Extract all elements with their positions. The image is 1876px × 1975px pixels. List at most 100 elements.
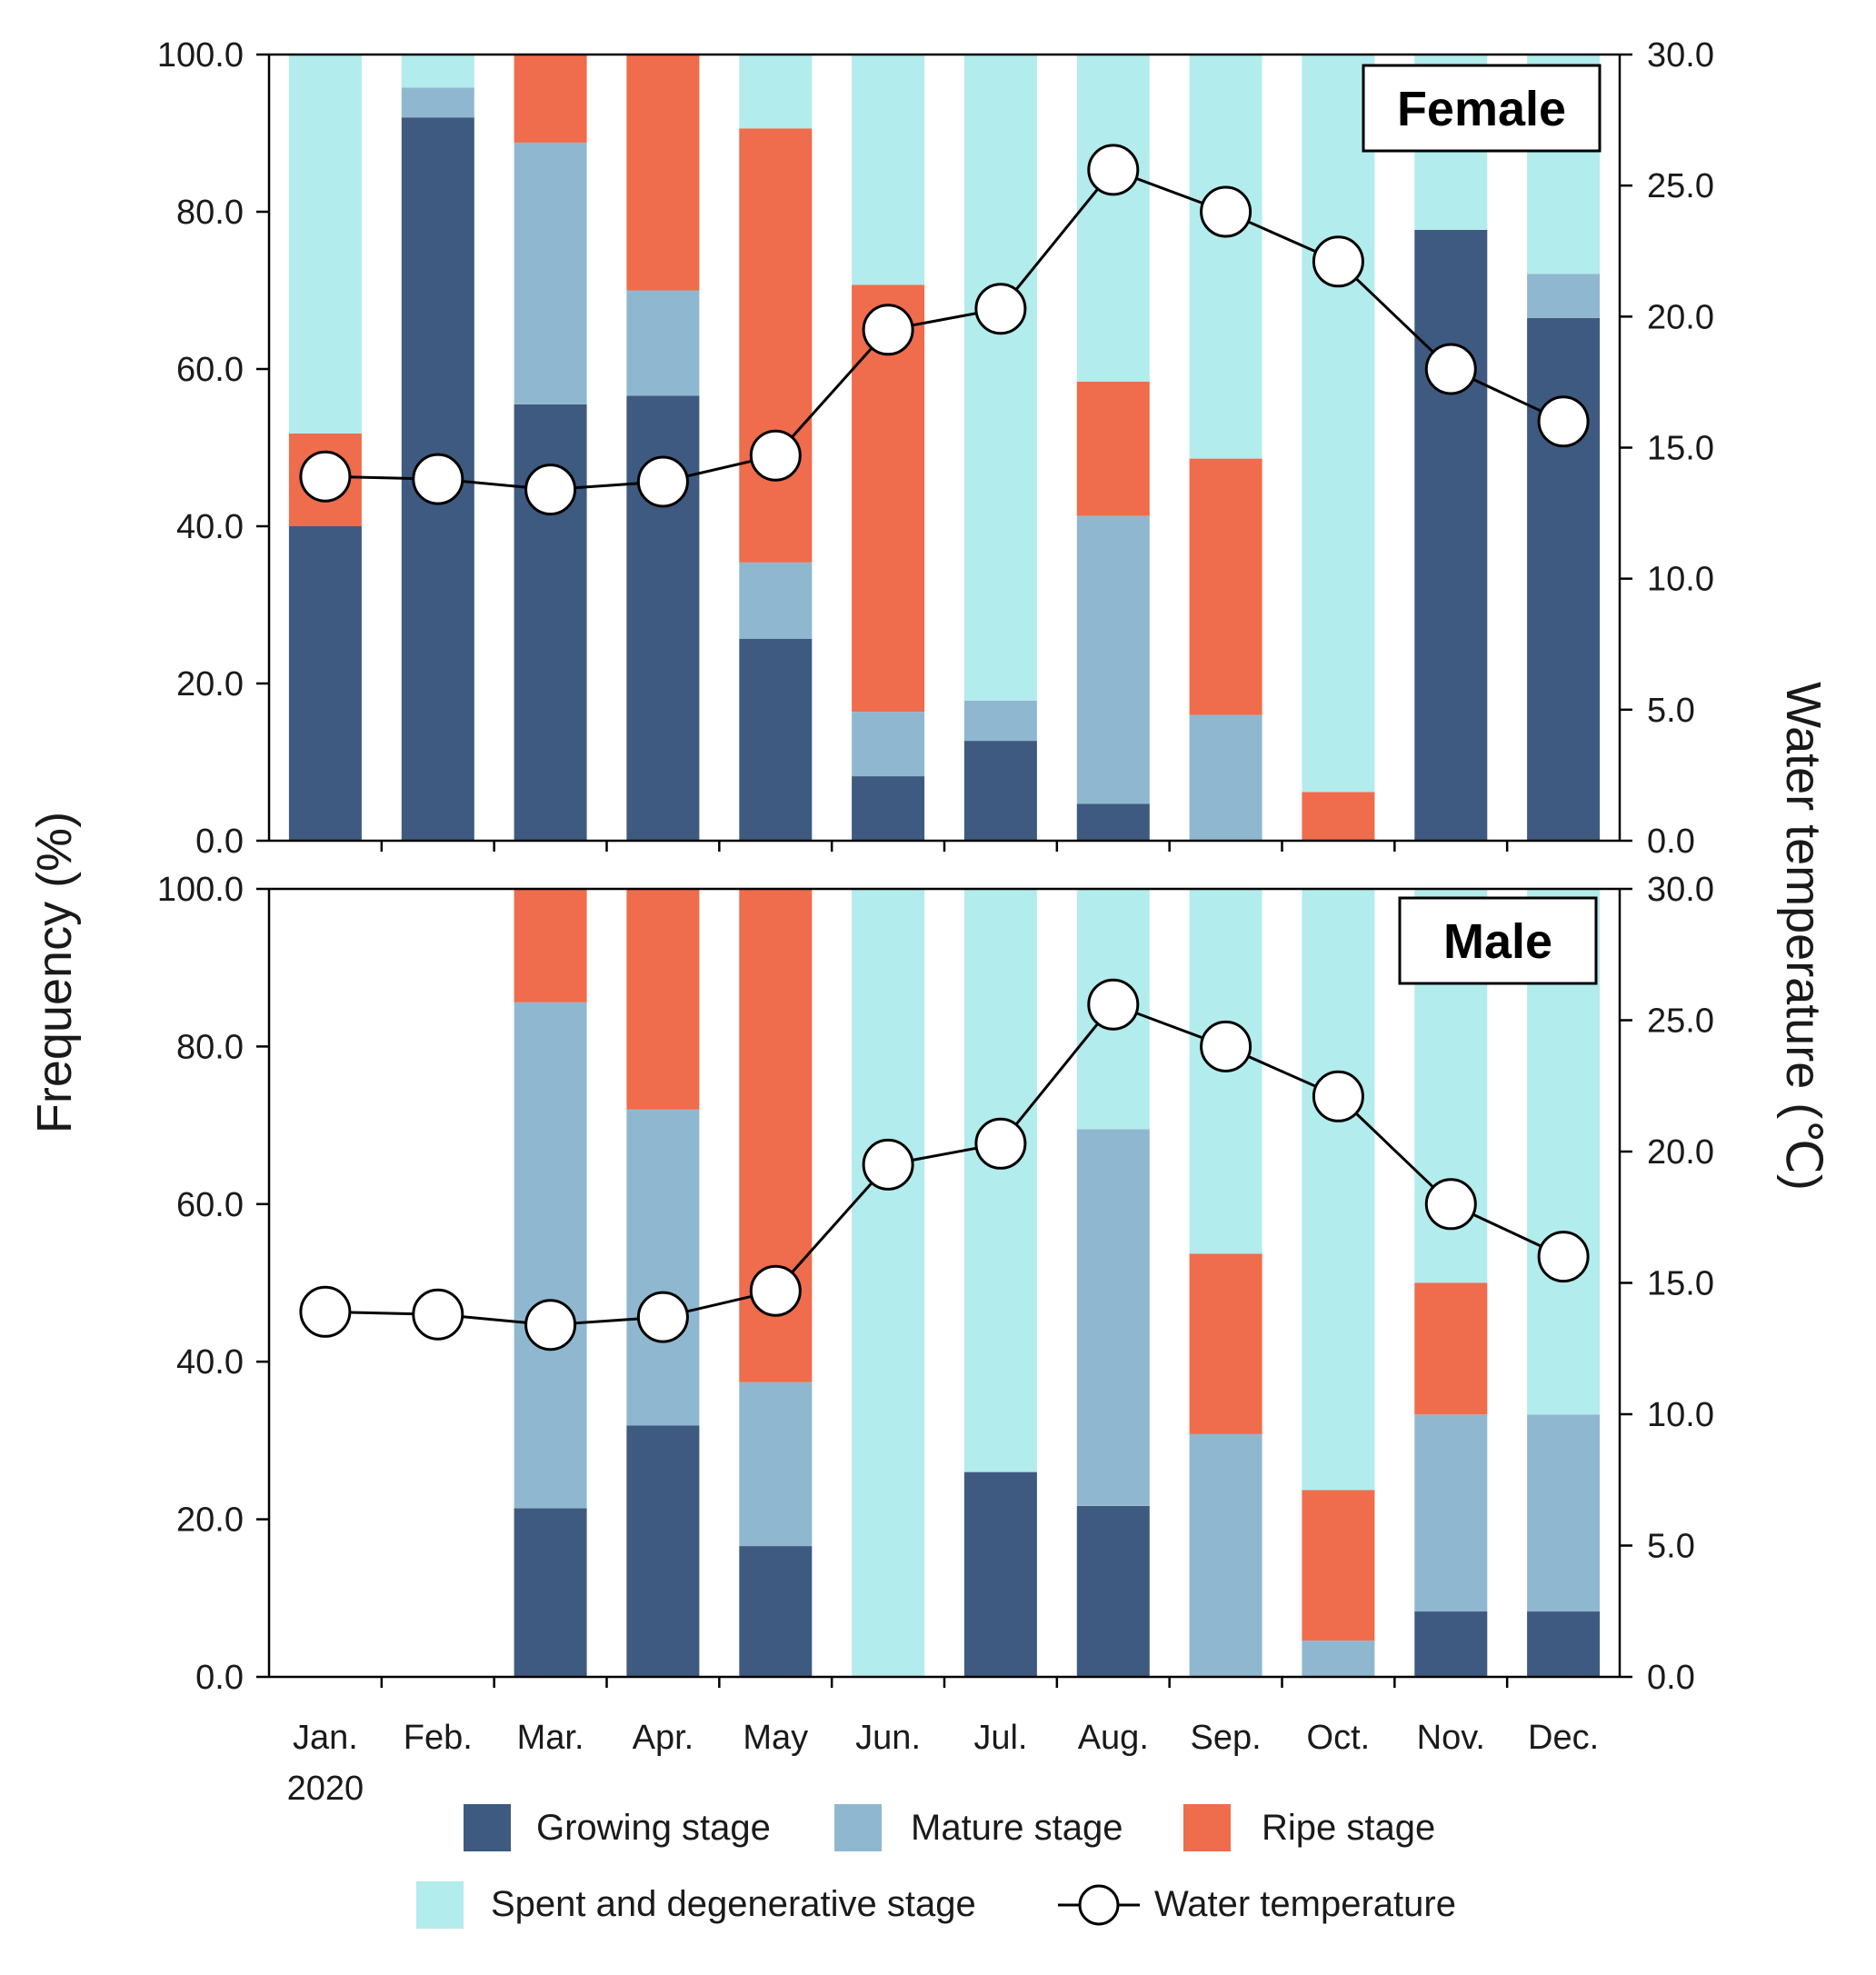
male-bar-spent-and-degenerative-stage-jul [963, 889, 1037, 1472]
female-label: Female [1397, 82, 1566, 136]
x-tick-label-dec: Dec. [1528, 1719, 1599, 1757]
female-water-temperature-point-aug [1087, 144, 1140, 196]
female-bar-mature-stage-sep [1189, 714, 1262, 841]
female-bar-spent-and-degenerative-stage-sep [1189, 55, 1262, 459]
female-water-temperature-point-oct [1312, 235, 1364, 288]
female-right-tick-label: 5.0 [1647, 692, 1695, 730]
female-left-tick-label: 0.0 [195, 823, 244, 861]
male-bar-mature-stage-sep [1189, 1434, 1262, 1677]
male-label-box [1398, 896, 1598, 985]
male-bar-ripe-stage-nov [1414, 1282, 1488, 1415]
male-bar-mature-stage-apr [626, 1109, 700, 1426]
female-right-tick-label: 30.0 [1647, 36, 1714, 75]
female-water-temperature-point-nov [1424, 343, 1477, 395]
female-bar-mature-stage-apr [626, 290, 700, 396]
female-water-temperature-point-sep [1200, 185, 1252, 238]
female-water-temperature-point-dec [1537, 395, 1590, 448]
male-water-temperature-point-jun [862, 1138, 914, 1191]
female-right-tick-label: 15.0 [1647, 430, 1714, 468]
male-bar-ripe-stage-sep [1189, 1253, 1262, 1434]
male-right-tick-label: 0.0 [1647, 1659, 1695, 1697]
female-bar-spent-and-degenerative-stage-oct [1302, 55, 1375, 793]
male-left-tick-label: 0.0 [195, 1659, 244, 1697]
x-tick-label-apr: Apr. [633, 1719, 694, 1757]
male-bar-ripe-stage-apr [626, 889, 700, 1110]
female-left-tick-label: 80.0 [176, 194, 244, 232]
legend-label-mature: Mature stage [911, 1808, 1123, 1848]
female-water-temperature-point-jul [974, 283, 1027, 335]
male-bar-ripe-stage-oct [1302, 1490, 1375, 1641]
male-water-temperature-point-sep [1200, 1020, 1252, 1072]
female-water-temperature-point-may [749, 429, 802, 482]
female-water-temperature-point-apr [636, 455, 689, 508]
female-bar-mature-stage-mar [514, 142, 587, 404]
legend-label-growing: Growing stage [536, 1808, 771, 1848]
female-bar-spent-and-degenerative-stage-jun [852, 55, 925, 285]
legend-label-spent: Spent and degenerative stage [491, 1884, 976, 1924]
female-bar-mature-stage-jul [963, 701, 1037, 742]
x-tick-label-sep: Sep. [1191, 1719, 1262, 1757]
male-bar-spent-and-degenerative-stage-jun [852, 889, 925, 1677]
female-right-tick-label: 0.0 [1647, 823, 1695, 861]
male-right-tick-label: 25.0 [1647, 1002, 1714, 1041]
male-bar-mature-stage-mar [514, 1002, 587, 1509]
female-bar-mature-stage-dec [1527, 274, 1601, 318]
legend-swatch-spent [416, 1881, 464, 1929]
male-water-temperature-point-jul [974, 1117, 1027, 1170]
male-bar-growing-stage-apr [626, 1425, 700, 1677]
male-right-tick-label: 10.0 [1647, 1396, 1714, 1434]
male-right-tick-label: 30.0 [1647, 871, 1714, 909]
male-water-temperature-point-may [749, 1264, 802, 1317]
female-water-temperature-point-feb [412, 453, 464, 505]
male-bar-growing-stage-dec [1527, 1611, 1601, 1677]
x-tick-label-jan: Jan. [293, 1719, 358, 1757]
female-water-temperature-point-jan [299, 450, 352, 503]
female-bar-growing-stage-nov [1414, 229, 1488, 841]
male-left-tick-label: 80.0 [176, 1028, 244, 1066]
legend-swatch-mature [834, 1804, 882, 1851]
male-water-temperature-point-jan [299, 1285, 352, 1338]
male-bar-mature-stage-nov [1414, 1414, 1488, 1612]
female-left-tick-label: 100.0 [157, 36, 244, 75]
female-bar-mature-stage-jun [852, 712, 925, 776]
female-bar-ripe-stage-oct [1302, 792, 1375, 841]
female-water-temperature-point-jun [862, 304, 914, 356]
x-axis-labels: Jan. Feb. Mar. Apr. May Jun. Jul. Aug. Sep. Oct. N… [293, 1719, 1599, 1757]
x-tick-label-oct: Oct. [1307, 1719, 1371, 1757]
male-left-tick-label: 20.0 [176, 1501, 244, 1540]
female-bar-growing-stage-may [739, 638, 813, 841]
male-bar-ripe-stage-mar [514, 889, 587, 1002]
male-bar-mature-stage-may [739, 1382, 813, 1546]
male-water-temperature-point-mar [524, 1299, 577, 1352]
female-bar-ripe-stage-aug [1076, 381, 1150, 516]
female-bar-growing-stage-jul [963, 741, 1037, 841]
male-water-temperature-point-feb [412, 1288, 464, 1341]
female-bar-ripe-stage-apr [626, 55, 700, 291]
male-left-tick-label: 40.0 [176, 1343, 244, 1382]
x-tick-label-jul: Jul. [973, 1719, 1027, 1757]
female-right-tick-label: 20.0 [1647, 298, 1714, 336]
male-bar-growing-stage-mar [514, 1508, 587, 1677]
x-tick-label-aug: Aug. [1078, 1719, 1149, 1757]
female-left-tick-label: 40.0 [176, 508, 244, 546]
male-bar-spent-and-degenerative-stage-oct [1302, 889, 1375, 1491]
y-axis-title-right: Water temperature (℃) [1776, 682, 1831, 1191]
legend-swatch-growing [464, 1804, 511, 1851]
x-tick-label-nov: Nov. [1417, 1719, 1485, 1757]
legend: Growing stage Mature stage Ripe stage Sp… [416, 1804, 1456, 1929]
male-water-temperature-point-nov [1424, 1178, 1477, 1231]
y-axis-title-left: Frequency (%) [27, 812, 82, 1133]
x-tick-label-jun: Jun. [855, 1719, 921, 1757]
female-bar-mature-stage-aug [1076, 515, 1150, 804]
male-water-temperature-point-dec [1537, 1231, 1590, 1283]
female-panel: 0.0 20.0 40.0 60.0 80.0 100.0 0.0 5.0 10.0 15.0 20… [157, 36, 1714, 861]
female-bar-spent-and-degenerative-stage-jul [963, 55, 1037, 701]
male-bar-growing-stage-may [739, 1546, 813, 1677]
male-bar-growing-stage-nov [1414, 1611, 1488, 1677]
male-right-tick-label: 15.0 [1647, 1265, 1714, 1303]
legend-label-water-temp: Water temperature [1154, 1884, 1456, 1924]
female-bar-mature-stage-feb [401, 87, 474, 118]
male-water-temperature-point-oct [1312, 1070, 1364, 1122]
female-bar-ripe-stage-mar [514, 55, 587, 143]
male-left-tick-label: 60.0 [176, 1186, 244, 1224]
